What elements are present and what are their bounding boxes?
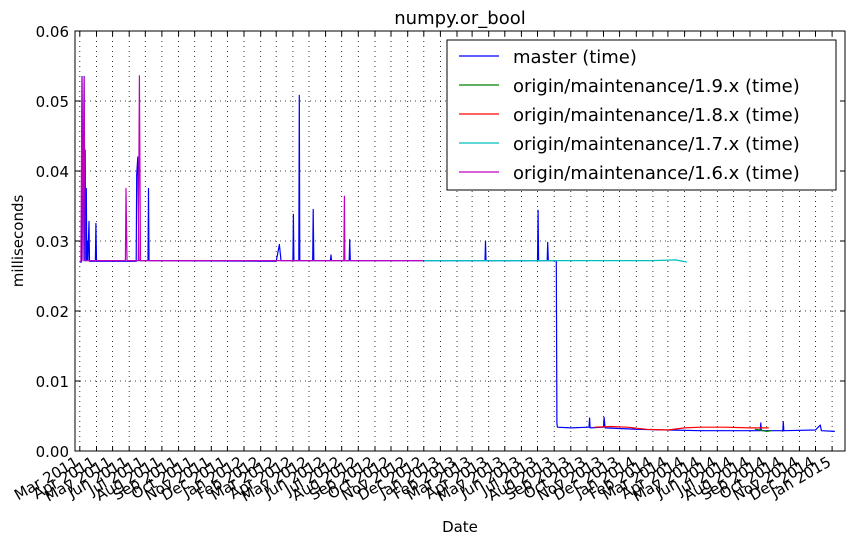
- legend: master (time) origin/maintenance/1.9.x (t…: [447, 40, 836, 190]
- y-tick-label: 0.04: [36, 163, 69, 181]
- legend-label: origin/maintenance/1.6.x (time): [513, 163, 800, 184]
- chart-title: numpy.or_bool: [394, 8, 525, 29]
- y-tick-label: 0.02: [36, 303, 69, 321]
- y-axis-label: milliseconds: [9, 195, 27, 288]
- legend-label: origin/maintenance/1.8.x (time): [513, 105, 800, 126]
- legend-label: master (time): [513, 47, 637, 68]
- legend-label: origin/maintenance/1.9.x (time): [513, 76, 800, 97]
- x-axis-label: Date: [442, 518, 478, 536]
- series-line: [424, 260, 687, 262]
- y-tick-label: 0.06: [36, 23, 69, 41]
- series-line: [81, 76, 424, 262]
- y-tick-label: 0.05: [36, 93, 69, 111]
- y-tick-label: 0.03: [36, 233, 69, 251]
- y-tick-label: 0.01: [36, 373, 69, 391]
- legend-label: origin/maintenance/1.7.x (time): [513, 134, 800, 155]
